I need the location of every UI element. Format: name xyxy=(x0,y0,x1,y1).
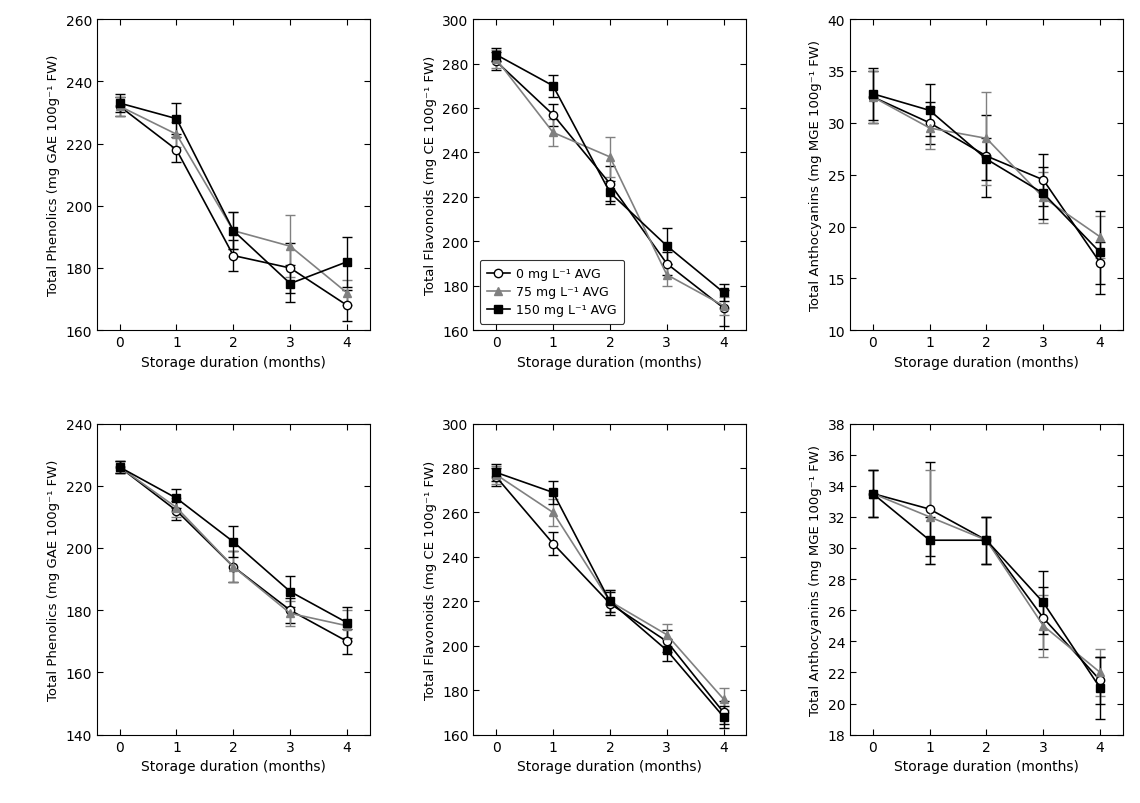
Legend: 0 mg L⁻¹ AVG, 75 mg L⁻¹ AVG, 150 mg L⁻¹ AVG: 0 mg L⁻¹ AVG, 75 mg L⁻¹ AVG, 150 mg L⁻¹ … xyxy=(480,261,624,324)
X-axis label: Storage duration (months): Storage duration (months) xyxy=(894,355,1078,369)
Y-axis label: Total Flavonoids (mg CE 100g⁻¹ FW): Total Flavonoids (mg CE 100g⁻¹ FW) xyxy=(424,460,437,699)
X-axis label: Storage duration (months): Storage duration (months) xyxy=(894,759,1078,773)
Y-axis label: Total Phenolics (mg GAE 100g⁻¹ FW): Total Phenolics (mg GAE 100g⁻¹ FW) xyxy=(47,459,60,700)
X-axis label: Storage duration (months): Storage duration (months) xyxy=(518,355,702,369)
X-axis label: Storage duration (months): Storage duration (months) xyxy=(518,759,702,773)
Y-axis label: Total Anthocyanins (mg MGE 100g⁻¹ FW): Total Anthocyanins (mg MGE 100g⁻¹ FW) xyxy=(809,40,822,311)
X-axis label: Storage duration (months): Storage duration (months) xyxy=(141,759,326,773)
X-axis label: Storage duration (months): Storage duration (months) xyxy=(141,355,326,369)
Y-axis label: Total Anthocyanins (mg MGE 100g⁻¹ FW): Total Anthocyanins (mg MGE 100g⁻¹ FW) xyxy=(809,444,822,715)
Y-axis label: Total Phenolics (mg GAE 100g⁻¹ FW): Total Phenolics (mg GAE 100g⁻¹ FW) xyxy=(47,55,60,296)
Y-axis label: Total Flavonoids (mg CE 100g⁻¹ FW): Total Flavonoids (mg CE 100g⁻¹ FW) xyxy=(424,56,437,295)
